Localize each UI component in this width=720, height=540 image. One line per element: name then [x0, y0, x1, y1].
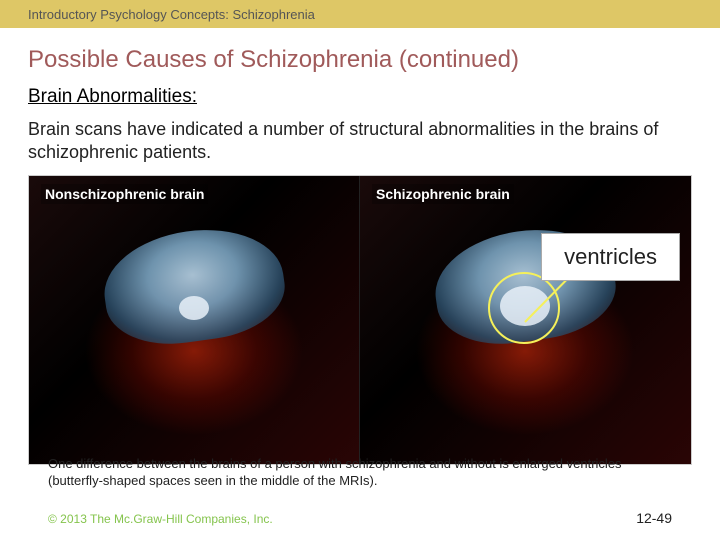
scan-label-right: Schizophrenic brain: [372, 184, 514, 204]
ventricle-small: [179, 296, 209, 320]
breadcrumb: Introductory Psychology Concepts: Schizo…: [28, 7, 315, 22]
callout-ventricles: ventricles: [541, 233, 680, 281]
slide-title: Possible Causes of Schizophrenia (contin…: [0, 28, 720, 82]
header-bar: Introductory Psychology Concepts: Schizo…: [0, 0, 720, 28]
annotation-circle-icon: [488, 272, 560, 344]
page-number: 12-49: [636, 510, 672, 526]
figure-caption: One difference between the brains of a p…: [48, 456, 672, 490]
scan-row: Nonschizophrenic brain Schizophrenic bra…: [29, 176, 691, 464]
scan-panel-nonschizophrenic: Nonschizophrenic brain: [29, 176, 360, 464]
scan-label-left: Nonschizophrenic brain: [41, 184, 208, 204]
section-subtitle: Brain Abnormalities:: [0, 82, 720, 112]
copyright-text: © 2013 The Mc.Graw-Hill Companies, Inc.: [48, 512, 273, 526]
scan-panel-schizophrenic: Schizophrenic brain: [360, 176, 691, 464]
brain-comparison-figure: Nonschizophrenic brain Schizophrenic bra…: [28, 175, 692, 465]
body-paragraph: Brain scans have indicated a number of s…: [0, 112, 720, 175]
